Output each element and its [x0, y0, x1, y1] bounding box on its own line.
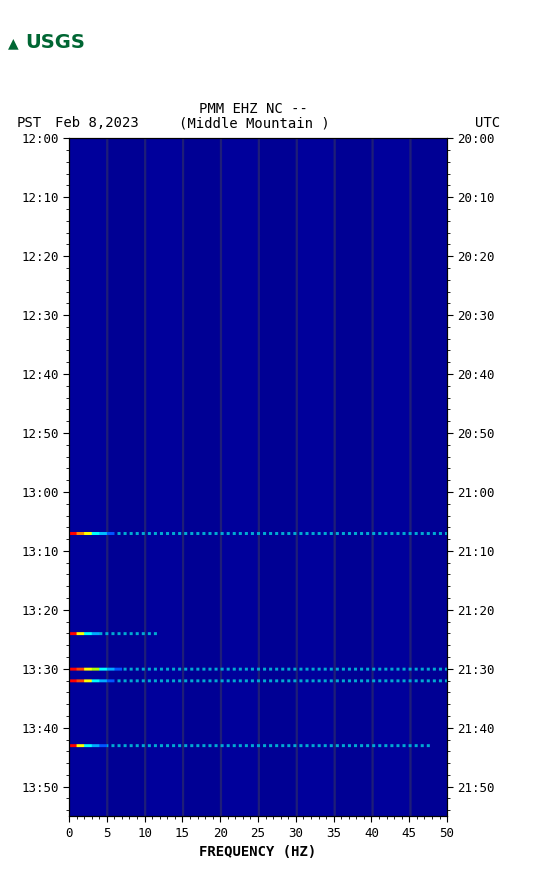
X-axis label: FREQUENCY (HZ): FREQUENCY (HZ) [199, 845, 317, 859]
Text: PST: PST [17, 116, 42, 130]
Text: Feb 8,2023: Feb 8,2023 [55, 116, 139, 130]
Text: USGS: USGS [25, 33, 84, 53]
Text: (Middle Mountain ): (Middle Mountain ) [178, 116, 330, 130]
Text: UTC: UTC [475, 116, 500, 130]
Text: PMM EHZ NC --: PMM EHZ NC -- [199, 102, 309, 116]
Text: ▲: ▲ [8, 36, 19, 50]
